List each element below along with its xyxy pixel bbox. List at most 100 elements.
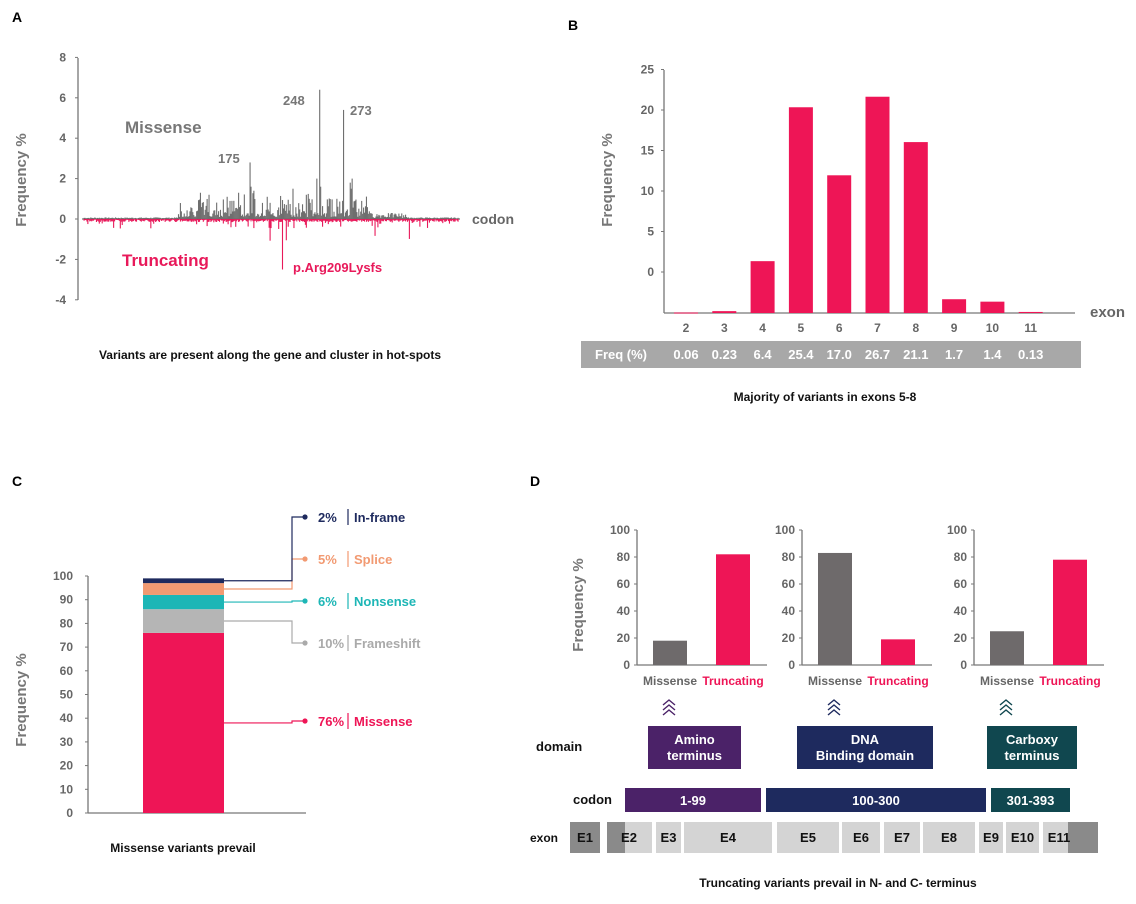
panel-d-domain-label: terminus (1005, 748, 1060, 763)
panel-a-missense-bar (131, 217, 133, 219)
panel-a-missense-bar (337, 206, 339, 219)
panel-d-domain-label: Binding domain (816, 748, 914, 763)
panel-b-freq-table-label: Freq (%) (595, 347, 647, 362)
panel-a-truncating-bar (372, 219, 374, 221)
panel-a-missense-bar (396, 216, 398, 219)
panel-a-truncating-bar (150, 219, 152, 229)
panel-a-truncating-bar (195, 219, 197, 222)
panel-a-missense-bar (332, 216, 334, 219)
panel-a-truncating-bar (421, 219, 423, 220)
panel-a-missense-bar (148, 218, 150, 219)
panel-a-truncating-bar (396, 219, 398, 220)
panel-a-truncating-bar (276, 219, 278, 221)
panel-b-x-tick-label: 10 (986, 321, 1000, 335)
panel-a-missense-bar (376, 214, 378, 219)
panel-a-truncating-bar (224, 219, 226, 221)
panel-a-truncating-bar (183, 219, 185, 221)
panel-a-missense-bar (94, 217, 97, 219)
panel-a-y-tick-label: 2 (59, 172, 66, 186)
panel-a-missense-bar (118, 218, 120, 219)
panel-a-missense-bar (342, 200, 344, 219)
panel-d-y-tick-label: 60 (617, 577, 631, 591)
panel-a-missense-bar (138, 217, 140, 219)
panel-a-missense-bar (184, 216, 186, 219)
panel-a-missense-bar (322, 206, 324, 219)
panel-a-truncating-bar (197, 219, 199, 221)
panel-a-missense-bar (349, 182, 351, 219)
panel-a-truncating-bar (236, 219, 238, 222)
panel-a-truncating-bar (259, 219, 261, 222)
panel-a-missense-bar (327, 206, 329, 219)
panel-b-x-tick-label: 8 (912, 321, 919, 335)
panel-a-missense-bar (344, 212, 347, 219)
panel-a-missense-bar (198, 199, 201, 219)
panel-a-truncating-bar (298, 219, 300, 221)
panel-a-missense-bar (152, 218, 154, 219)
panel-a-missense-bar (91, 217, 93, 219)
panel-a-truncating-bar (239, 219, 241, 222)
panel-a-truncating-bar (345, 219, 347, 220)
panel-a-missense-bar (282, 208, 285, 219)
panel-a-truncating-bar (156, 219, 159, 221)
panel-a-missense-bar (169, 218, 171, 219)
panel-a-missense-bar (362, 213, 364, 219)
panel-a-missense-bar (384, 216, 386, 219)
panel-a-truncating-bar (455, 219, 457, 220)
panel-a-missense-bar (387, 213, 389, 219)
panel-a-missense-bar (452, 217, 454, 219)
panel-a-truncating-bar (102, 219, 104, 221)
panel-a-missense-bar (145, 217, 147, 219)
panel-a-missense-bar (167, 218, 169, 219)
panel-a-missense-bar (322, 214, 325, 219)
panel-a-truncating-bar (97, 219, 99, 222)
panel-a-missense-bar (86, 218, 88, 219)
panel-a-truncating-bar (446, 219, 448, 222)
panel-a-missense-bar (87, 217, 89, 219)
panel-a-missense-bar (321, 215, 323, 219)
panel-a-truncating-bar (297, 219, 299, 220)
panel-a-truncating-bar (123, 219, 125, 222)
panel-a-missense-bar (422, 217, 424, 219)
panel-a-truncating-bar (111, 219, 113, 222)
panel-a-missense-bar (328, 198, 330, 219)
panel-a-missense-bar (363, 207, 365, 219)
panel-c-segment-name: Frameshift (354, 636, 421, 651)
panel-b-chart: 0 5 10 15 20 25 Frequency % 2 3 4 5 6 7 8 9 10 11 exon… (581, 63, 1125, 404)
panel-a-missense-bar (311, 199, 313, 219)
panel-a-missense-bar (280, 195, 282, 219)
panel-d-exon-label: E6 (853, 830, 869, 845)
panel-a-truncating-bar (445, 219, 447, 222)
panel-a-missense-bar (312, 216, 314, 219)
panel-a-truncating-bar (312, 219, 314, 221)
panel-a-truncating-bar (277, 219, 279, 220)
panel-a-truncating-bar (157, 219, 160, 222)
panel-a-truncating-bar (448, 219, 451, 224)
panel-a-truncating-bar (426, 219, 429, 228)
panel-a-missense-bar (410, 217, 412, 219)
panel-a-missense-bar (335, 216, 337, 219)
panel-a-truncating-bar (402, 219, 404, 222)
panel-a-missense-bar (195, 216, 197, 219)
panel-a-truncating-bar (364, 219, 366, 222)
panel-a-missense-bar (95, 218, 98, 219)
panel-a-missense-bar (257, 213, 259, 219)
panel-a-truncating-bar (215, 219, 217, 222)
panel-a-truncating-bar (172, 219, 174, 220)
panel-c-leader-dot (302, 598, 308, 604)
panel-a-missense-bar (161, 218, 163, 219)
panel-a-missense-bar (170, 218, 172, 219)
panel-a-truncating-bar (262, 219, 264, 222)
panel-a-truncating-bar (332, 219, 334, 222)
panel-a-truncating-bar (304, 219, 306, 225)
panel-a-missense-bar (300, 216, 302, 219)
panel-a-missense-bar (428, 217, 430, 219)
panel-a-truncating-bars (83, 219, 459, 270)
panel-a-missense-bar (423, 218, 425, 219)
panel-a-truncating-bar (417, 219, 419, 221)
panel-a-missense-bar (259, 216, 261, 219)
panel-a-truncating-bar (99, 219, 101, 222)
panel-a-missense-bar (301, 204, 304, 219)
panel-a-missense-bar (109, 218, 111, 219)
panel-a-truncating-bar (191, 219, 193, 222)
panel-a-missense-bar (181, 216, 183, 219)
